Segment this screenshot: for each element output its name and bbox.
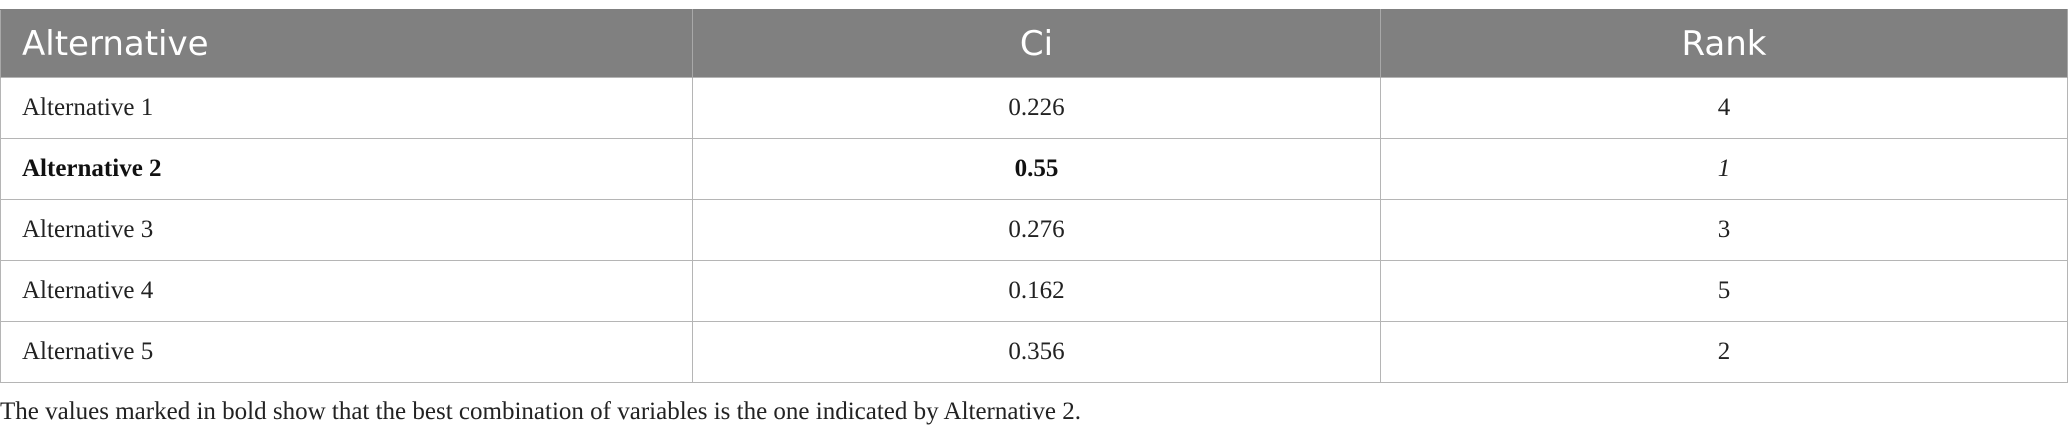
rank-cell: 5	[1380, 260, 2068, 322]
ci-cell: 0.356	[692, 321, 1381, 383]
ci-cell: 0.162	[692, 260, 1381, 322]
ci-cell: 0.276	[692, 199, 1381, 261]
alternative-cell: Alternative 1	[0, 77, 693, 139]
header-row: Alternative Ci Rank	[0, 9, 2068, 78]
rank-cell: 1	[1380, 138, 2068, 200]
alternative-cell: Alternative 4	[0, 260, 693, 322]
table-footnote: The values marked in bold show that the …	[0, 398, 1081, 425]
table-row: Alternative 2 0.55 1	[0, 138, 2068, 200]
table-header: Alternative Ci Rank	[0, 9, 2068, 78]
ci-cell: 0.226	[692, 77, 1381, 139]
alternative-cell: Alternative 5	[0, 321, 693, 383]
results-table: Alternative Ci Rank Alternative 1 0.226 …	[0, 9, 2068, 383]
rank-cell: 2	[1380, 321, 2068, 383]
table-row: Alternative 4 0.162 5	[0, 260, 2068, 322]
rank-cell: 4	[1380, 77, 2068, 139]
ci-cell: 0.55	[692, 138, 1381, 200]
table-body: Alternative 1 0.226 4 Alternative 2 0.55…	[0, 77, 2068, 383]
results-table-container: Alternative Ci Rank Alternative 1 0.226 …	[0, 9, 2068, 383]
column-header-rank: Rank	[1380, 9, 2068, 78]
column-header-alternative: Alternative	[0, 9, 693, 78]
table-row: Alternative 5 0.356 2	[0, 321, 2068, 383]
alternative-cell: Alternative 3	[0, 199, 693, 261]
table-row: Alternative 1 0.226 4	[0, 77, 2068, 139]
table-row: Alternative 3 0.276 3	[0, 199, 2068, 261]
rank-cell: 3	[1380, 199, 2068, 261]
alternative-cell: Alternative 2	[0, 138, 693, 200]
column-header-ci: Ci	[692, 9, 1381, 78]
